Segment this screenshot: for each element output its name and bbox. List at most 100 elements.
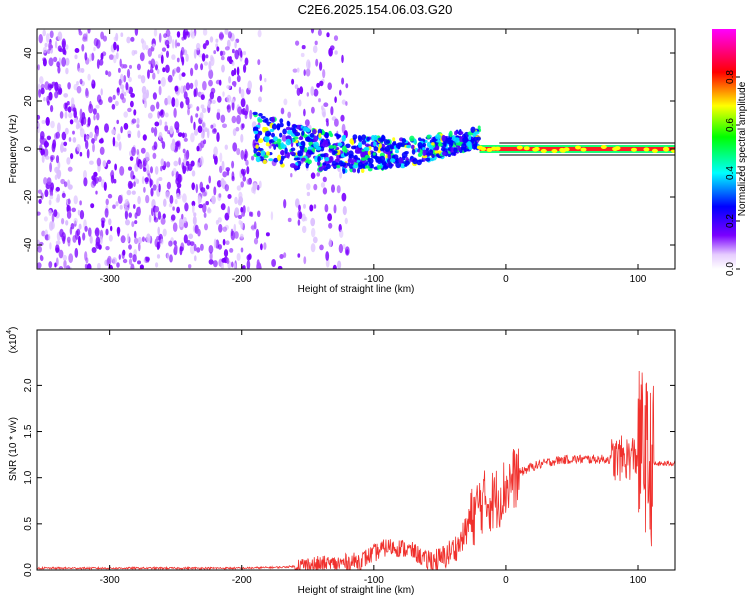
noise-blob bbox=[143, 186, 146, 193]
noise-blob bbox=[125, 82, 129, 91]
noise-blob bbox=[78, 223, 82, 230]
noise-blob bbox=[124, 209, 128, 220]
noise-blob bbox=[166, 95, 172, 105]
noise-blob bbox=[221, 64, 225, 73]
noise-blob bbox=[320, 182, 325, 188]
noise-blob bbox=[107, 193, 113, 199]
snr-series-line bbox=[37, 370, 675, 570]
noise-blob bbox=[345, 83, 349, 89]
carrier-blob bbox=[575, 145, 581, 150]
signal-blob bbox=[448, 130, 453, 138]
noise-blob bbox=[224, 29, 229, 35]
noise-blob bbox=[325, 251, 330, 261]
noise-blob bbox=[231, 115, 237, 124]
colorbar-tick-label: 0.6 bbox=[725, 118, 736, 132]
noise-blob bbox=[162, 67, 166, 73]
signal-blob bbox=[268, 158, 274, 162]
noise-blob bbox=[240, 98, 246, 108]
noise-blob bbox=[40, 87, 45, 95]
noise-blob bbox=[240, 149, 245, 160]
signal-blob bbox=[450, 147, 454, 151]
signal-blob bbox=[434, 150, 439, 154]
noise-blob bbox=[188, 233, 194, 240]
noise-blob bbox=[236, 66, 240, 76]
signal-blob bbox=[262, 126, 266, 131]
noise-blob bbox=[220, 203, 226, 211]
noise-blob bbox=[73, 117, 78, 123]
signal-blob bbox=[437, 142, 443, 147]
signal-blob bbox=[265, 130, 271, 137]
noise-blob bbox=[342, 205, 347, 216]
noise-blob bbox=[213, 128, 217, 133]
noise-blob bbox=[220, 261, 224, 269]
noise-blob bbox=[157, 226, 160, 236]
noise-blob bbox=[103, 181, 107, 191]
signal-blob bbox=[258, 113, 263, 117]
noise-blob bbox=[152, 184, 157, 191]
noise-blob bbox=[136, 123, 140, 129]
noise-blob bbox=[164, 124, 169, 132]
noise-blob bbox=[233, 262, 237, 269]
noise-blob bbox=[67, 166, 73, 172]
noise-blob bbox=[53, 56, 58, 63]
signal-blob bbox=[406, 144, 412, 149]
signal-blob bbox=[394, 149, 400, 154]
spectrogram-x-tick-label: 0 bbox=[503, 274, 509, 285]
noise-blob bbox=[219, 152, 223, 163]
noise-blob bbox=[49, 30, 54, 39]
noise-blob bbox=[211, 99, 216, 104]
noise-blob bbox=[74, 54, 78, 60]
noise-blob bbox=[95, 129, 100, 137]
noise-blob bbox=[44, 189, 49, 198]
noise-blob bbox=[147, 48, 152, 57]
signal-blob bbox=[351, 145, 356, 150]
signal-blob bbox=[392, 137, 396, 142]
noise-blob bbox=[219, 50, 223, 57]
signal-blob bbox=[417, 142, 423, 148]
noise-blob bbox=[129, 182, 134, 189]
noise-blob bbox=[133, 181, 136, 188]
noise-blob bbox=[122, 249, 126, 256]
noise-blob bbox=[43, 97, 46, 102]
signal-blob bbox=[476, 136, 481, 141]
noise-blob bbox=[127, 233, 130, 243]
signal-blob bbox=[305, 162, 309, 169]
signal-blob bbox=[324, 132, 329, 139]
noise-blob bbox=[204, 127, 208, 132]
noise-blob bbox=[308, 61, 311, 70]
noise-blob bbox=[178, 157, 181, 166]
noise-blob bbox=[46, 95, 50, 104]
signal-blob bbox=[367, 167, 373, 172]
noise-blob bbox=[48, 261, 53, 269]
noise-blob bbox=[71, 207, 76, 213]
noise-blob bbox=[83, 133, 87, 142]
noise-blob bbox=[337, 260, 342, 269]
noise-blob bbox=[42, 46, 48, 54]
signal-blob bbox=[428, 149, 434, 156]
noise-blob bbox=[316, 172, 321, 177]
noise-blob bbox=[222, 171, 228, 178]
noise-blob bbox=[191, 182, 195, 191]
noise-blob bbox=[226, 39, 231, 48]
noise-blob bbox=[179, 246, 184, 252]
noise-blob bbox=[170, 214, 176, 221]
noise-blob bbox=[126, 68, 131, 79]
noise-blob bbox=[183, 137, 188, 142]
noise-blob bbox=[49, 242, 52, 250]
noise-blob bbox=[181, 56, 185, 66]
noise-blob bbox=[127, 107, 132, 113]
noise-blob bbox=[176, 42, 181, 47]
noise-blob bbox=[54, 166, 60, 174]
signal-blob bbox=[256, 132, 260, 139]
signal-blob bbox=[410, 144, 415, 149]
noise-blob bbox=[96, 157, 102, 167]
signal-blob bbox=[308, 150, 314, 155]
noise-blob bbox=[117, 227, 120, 237]
noise-blob bbox=[216, 132, 220, 143]
noise-blob bbox=[129, 156, 134, 162]
noise-blob bbox=[158, 183, 161, 193]
noise-blob bbox=[96, 94, 102, 103]
noise-blob bbox=[62, 147, 67, 152]
signal-blob bbox=[382, 165, 389, 170]
spectrogram-x-axis-label: Height of straight line (km) bbox=[298, 284, 415, 295]
